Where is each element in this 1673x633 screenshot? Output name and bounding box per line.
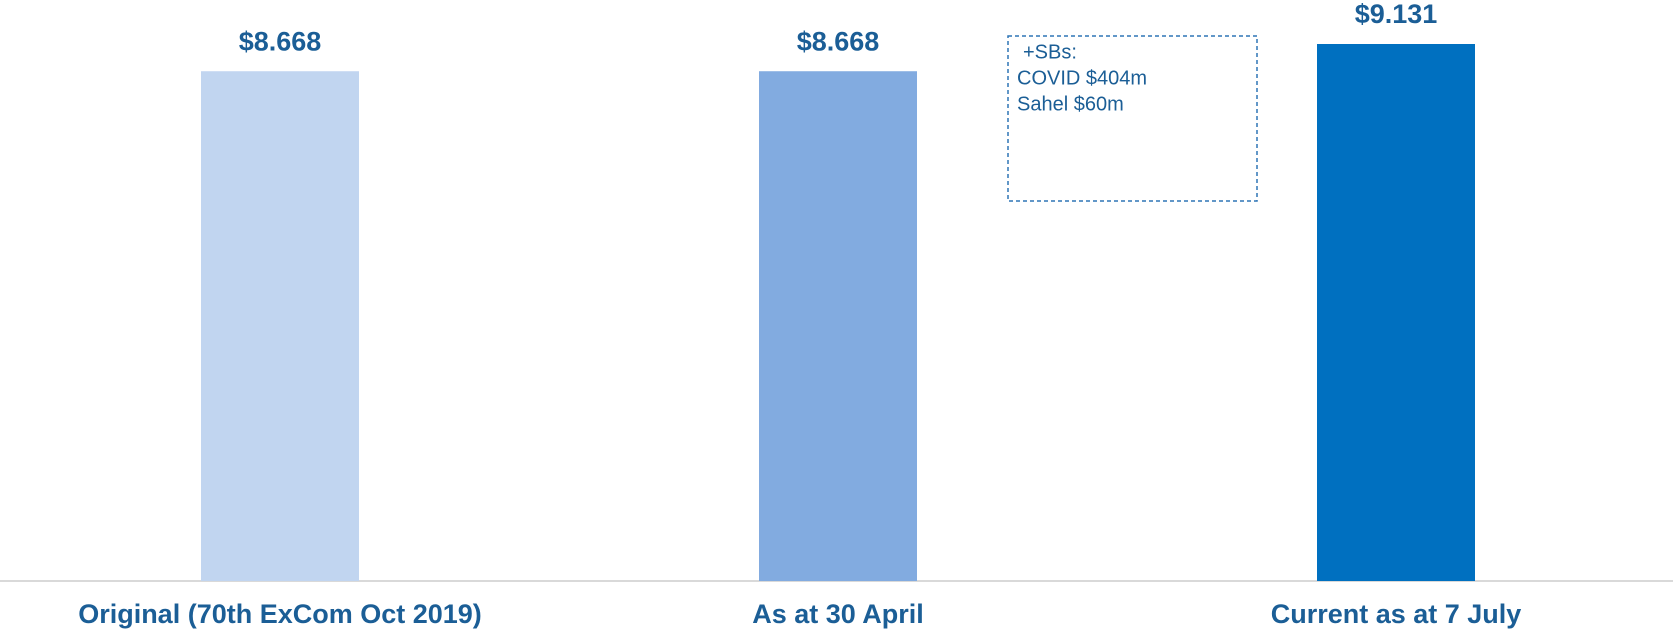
annotation-line: +SBs: [1023, 41, 1077, 63]
bar [201, 71, 359, 581]
category-label: Current as at 7 July [1271, 599, 1522, 629]
annotation-box [1007, 35, 1258, 202]
value-label: $9.131 [1355, 0, 1438, 29]
category-label: Original (70th ExCom Oct 2019) [78, 599, 482, 629]
annotation-line: COVID $404m [1017, 67, 1147, 89]
bar [759, 71, 917, 581]
category-label: As at 30 April [752, 599, 924, 629]
value-label: $8.668 [797, 26, 880, 56]
value-label: $8.668 [239, 26, 322, 56]
annotation-line: Sahel $60m [1017, 93, 1124, 115]
bar [1317, 44, 1475, 581]
